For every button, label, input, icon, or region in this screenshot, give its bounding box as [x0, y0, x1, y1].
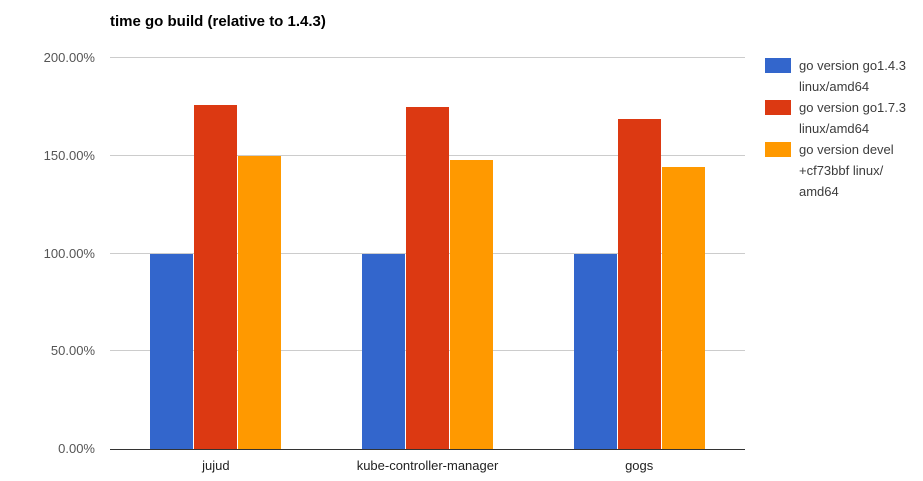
- bar-jujud-series-2[interactable]: [238, 155, 282, 449]
- legend-item-1: go version go1.7.3 linux/amd64: [765, 97, 920, 139]
- bar-gogs-series-0[interactable]: [573, 253, 617, 449]
- legend-item-0: go version go1.4.3 linux/amd64: [765, 55, 920, 97]
- legend-label: go version go1.4.3 linux/amd64: [799, 55, 906, 97]
- chart-title: time go build (relative to 1.4.3): [110, 13, 326, 30]
- legend-label-line: linux/amd64: [799, 79, 870, 94]
- x-tick-label-jujud: jujud: [202, 458, 230, 473]
- legend-label-line: go version devel: [799, 142, 894, 157]
- legend-label: go version go1.7.3 linux/amd64: [799, 97, 906, 139]
- legend-swatch-icon: [765, 142, 791, 157]
- legend-label-line: +cf73bbf linux/: [799, 163, 884, 178]
- bar-gogs-series-1[interactable]: [617, 118, 661, 449]
- bar-groups: [110, 58, 745, 449]
- bar-group-gogs: [533, 58, 745, 449]
- legend: go version go1.4.3 linux/amd64 go version …: [765, 55, 920, 202]
- bar-group-jujud: [110, 58, 322, 449]
- legend-swatch-icon: [765, 58, 791, 73]
- y-tick-label-150: 150.00%: [43, 147, 95, 163]
- legend-label-line: go version go1.4.3: [799, 58, 906, 73]
- plot-area: [110, 57, 745, 450]
- legend-label-line: linux/amd64: [799, 121, 870, 136]
- legend-label-line: go version go1.7.3: [799, 100, 906, 115]
- bar-gogs-series-2[interactable]: [661, 166, 705, 449]
- legend-label-line: amd64: [799, 184, 839, 199]
- legend-item-2: go version devel +cf73bbf linux/amd64: [765, 139, 920, 202]
- x-tick-label-kube-controller-manager: kube-controller-manager: [356, 458, 499, 473]
- y-tick-label-50: 50.00%: [50, 343, 95, 359]
- bar-jujud-series-0[interactable]: [150, 253, 194, 449]
- gridline-200: [110, 57, 745, 58]
- bar-kube-controller-manager-series-0[interactable]: [362, 253, 405, 449]
- y-tick-label-0: 0.00%: [58, 441, 95, 456]
- legend-swatch-icon: [765, 100, 791, 115]
- legend-label: go version devel +cf73bbf linux/amd64: [799, 139, 894, 202]
- y-tick-label-200: 200.00%: [43, 50, 95, 65]
- y-tick-label-100: 100.00%: [43, 245, 95, 261]
- x-axis-labels: jujud kube-controller-manager gogs: [110, 458, 745, 473]
- bar-group-kube-controller-manager: [322, 58, 534, 449]
- bar-kube-controller-manager-series-1[interactable]: [406, 106, 449, 449]
- bar-jujud-series-1[interactable]: [194, 104, 238, 449]
- bar-kube-controller-manager-series-2[interactable]: [450, 159, 493, 449]
- x-tick-label-gogs: gogs: [625, 458, 654, 473]
